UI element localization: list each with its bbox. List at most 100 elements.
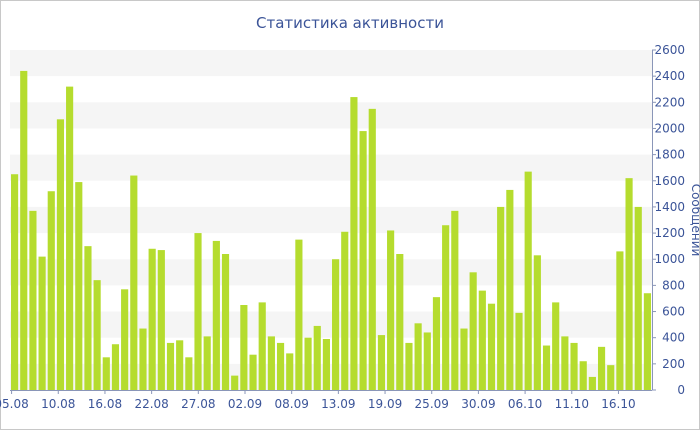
x-tick-label: 02.09 (228, 397, 262, 411)
bar (194, 233, 202, 390)
bar (295, 239, 303, 390)
bar (221, 254, 230, 390)
bar (616, 251, 624, 390)
bar (249, 354, 257, 390)
bar (423, 332, 431, 390)
grid-band (10, 50, 652, 77)
x-tick-label: 22.08 (134, 397, 168, 411)
x-tick-label: 30.09 (461, 397, 495, 411)
grid-band (10, 206, 652, 234)
x-tick-label: 06.10 (508, 397, 542, 411)
bar (359, 131, 367, 390)
bar (506, 189, 514, 390)
y-tick-label: 400 (662, 331, 685, 345)
bar (276, 342, 285, 390)
bar (396, 254, 404, 390)
bar (212, 240, 220, 390)
x-tick-label: 10.08 (41, 397, 75, 411)
bar (322, 339, 330, 390)
y-tick-label: 1400 (654, 200, 685, 214)
bar (176, 340, 184, 390)
bar (579, 361, 587, 390)
bar (130, 175, 138, 390)
bar (66, 86, 74, 391)
bar (84, 246, 92, 390)
y-tick-label: 200 (662, 357, 685, 371)
bar (47, 191, 55, 390)
y-tick-label: 2600 (654, 43, 685, 57)
bar (29, 210, 37, 390)
y-axis-label: Сообщений (689, 184, 700, 257)
bar (542, 345, 551, 390)
bar (56, 119, 65, 390)
bar (157, 250, 165, 390)
bar (75, 182, 83, 390)
x-tick-label: 16.10 (601, 397, 635, 411)
bar (469, 272, 477, 390)
y-tick-label: 800 (662, 278, 685, 292)
bar (405, 342, 413, 390)
bar (332, 259, 340, 390)
x-tick-label: 08.09 (275, 397, 309, 411)
bar (377, 335, 386, 390)
bar (368, 108, 376, 390)
bar (102, 357, 110, 390)
bar (625, 178, 633, 390)
y-tick-label: 600 (662, 305, 685, 319)
y-tick-label: 2400 (654, 69, 685, 83)
bar (442, 225, 450, 390)
bar (121, 289, 129, 390)
x-tick-label: 05.08 (0, 397, 29, 411)
grid-band (10, 102, 652, 129)
bar (432, 297, 441, 390)
bar (11, 174, 19, 390)
grid-band (10, 259, 652, 286)
bar (93, 280, 101, 390)
y-tick-label: 1600 (654, 174, 685, 188)
bar (497, 206, 505, 390)
bar (240, 305, 248, 390)
bar (111, 344, 120, 390)
chart-title: Статистика активности (256, 14, 444, 32)
bar (552, 302, 560, 390)
bar (350, 97, 358, 390)
bar (38, 256, 46, 390)
x-tick-label: 13.09 (321, 397, 355, 411)
bar (524, 171, 532, 390)
bar (607, 365, 615, 390)
bar (570, 342, 578, 390)
bar (451, 210, 459, 390)
y-tick-label: 1000 (654, 252, 685, 266)
bar (313, 325, 321, 390)
bar (139, 328, 147, 390)
x-tick-label: 27.08 (181, 397, 215, 411)
x-tick-label: 25.09 (415, 397, 449, 411)
bar (478, 290, 486, 390)
bar (515, 312, 523, 390)
bar (203, 336, 211, 390)
x-tick-label: 11.10 (555, 397, 589, 411)
y-tick-label: 1200 (654, 226, 685, 240)
bar (634, 206, 642, 390)
bar (387, 230, 395, 390)
bar (487, 303, 496, 390)
y-tick-label: 2200 (654, 95, 685, 109)
bar (148, 248, 156, 390)
y-tick-label: 1800 (654, 148, 685, 162)
bar (414, 323, 422, 390)
bar (341, 231, 349, 390)
bar (561, 336, 569, 390)
bar (258, 302, 266, 390)
bar (286, 353, 294, 390)
bar (304, 337, 312, 390)
bar (597, 346, 606, 390)
bar (185, 357, 193, 390)
bar (166, 342, 175, 390)
bar (231, 375, 239, 390)
bar (588, 376, 596, 390)
bar (533, 255, 541, 390)
bar (20, 70, 28, 391)
bar (643, 293, 651, 390)
bar (460, 328, 468, 390)
